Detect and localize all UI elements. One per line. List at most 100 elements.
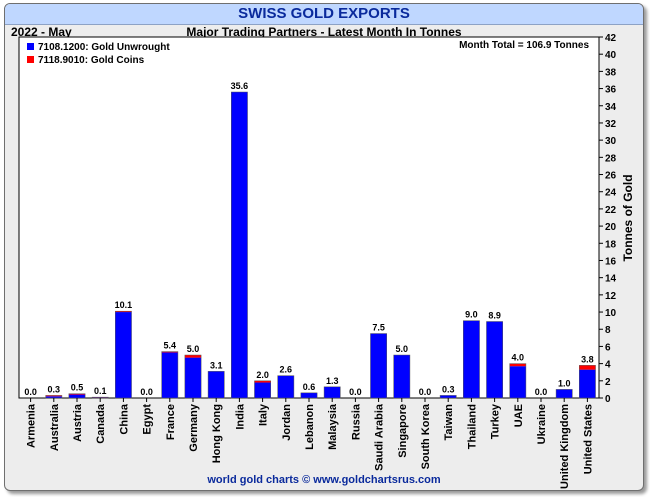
bar-unwrought-germany <box>184 357 202 398</box>
x-category-label: Egypt <box>142 404 154 435</box>
y-tick-label: 8 <box>605 325 611 336</box>
y-tick-label: 12 <box>605 291 617 302</box>
footer-credit: world gold charts © www.goldchartsrus.co… <box>207 474 441 486</box>
y-tick-label: 0 <box>605 394 611 405</box>
bar-value-label: 1.0 <box>558 378 571 388</box>
plot-area <box>18 36 600 399</box>
bar-unwrought-thailand <box>463 320 480 398</box>
bar-unwrought-malaysia <box>324 386 341 398</box>
bar-value-label: 0.0 <box>140 387 153 397</box>
x-category-label: Canada <box>95 403 107 444</box>
x-category-label: South Korea <box>420 403 432 469</box>
y-tick-label: 24 <box>605 188 617 199</box>
bar-value-label: 5.4 <box>164 341 177 351</box>
bar-value-label: 2.6 <box>280 365 293 375</box>
bar-value-label: 3.1 <box>210 360 223 370</box>
y-axis-title: Tonnes of Gold <box>621 174 635 261</box>
bar-coins-austria <box>68 393 86 395</box>
bar-unwrought-italy <box>254 382 271 398</box>
y-tick-label: 2 <box>605 377 611 388</box>
y-tick-label: 28 <box>605 153 617 164</box>
bar-coins-uae <box>509 363 526 367</box>
x-axis: Armenia Australia Austria Canada China Egypt F… <box>26 398 594 489</box>
chart-subtitle: Major Trading Partners - Latest Month In… <box>186 25 462 39</box>
y-tick-label: 34 <box>605 102 617 113</box>
y-tick-label: 38 <box>605 67 617 78</box>
legend-swatch-coins <box>27 56 34 63</box>
bar-unwrought-uae <box>509 366 526 398</box>
x-category-label: UAE <box>513 404 525 427</box>
y-tick-label: 36 <box>605 85 617 96</box>
bar-unwrought-saudi-arabia <box>370 333 387 398</box>
bar-coins-china <box>115 311 132 313</box>
bar-unwrought-united-states <box>579 369 596 398</box>
bar-unwrought-austria <box>68 394 86 398</box>
period-label: 2022 - May <box>11 25 72 39</box>
bar-value-label: 3.8 <box>581 354 594 364</box>
bar-value-label: 7.5 <box>372 323 385 333</box>
bar-value-label: 0.1 <box>94 386 107 396</box>
x-category-label: United States <box>582 404 594 474</box>
bar-unwrought-turkey <box>486 321 503 398</box>
month-total-annotation: Month Total = 106.9 Tonnes <box>459 40 589 51</box>
bar-coins-united-states <box>579 365 596 370</box>
bar-value-label: 9.0 <box>465 310 478 320</box>
bar-value-label: 0.0 <box>349 387 362 397</box>
x-category-label: Austria <box>72 403 84 442</box>
x-category-label: Germany <box>188 403 200 452</box>
y-tick-label: 26 <box>605 171 617 182</box>
x-category-label: Saudi Arabia <box>374 403 386 471</box>
bar-unwrought-jordan <box>277 375 294 398</box>
legend: 7108.1200: Gold Unwrought 7118.9010: Gol… <box>27 42 170 66</box>
y-tick-label: 4 <box>605 360 611 371</box>
y-tick-label: 42 <box>605 33 617 44</box>
bar-value-label: 0.5 <box>71 383 84 393</box>
legend-label-unwrought: 7108.1200: Gold Unwrought <box>38 42 170 53</box>
y-tick-label: 20 <box>605 222 617 233</box>
y-tick-label: 18 <box>605 239 617 250</box>
bar-unwrought-france <box>161 352 178 398</box>
bar-value-label: 10.1 <box>115 300 133 310</box>
bar-value-label: 0.0 <box>24 387 37 397</box>
y-tick-label: 14 <box>605 274 617 285</box>
x-category-label: France <box>165 404 177 440</box>
bar-value-label: 8.9 <box>488 311 501 321</box>
y-tick-label: 30 <box>605 136 617 147</box>
bar-coins-germany <box>184 355 202 358</box>
bar-coins-france <box>161 351 178 353</box>
x-category-label: Armenia <box>26 403 38 448</box>
bar-value-label: 5.0 <box>187 344 200 354</box>
bar-unwrought-singapore <box>393 355 410 398</box>
bar-value-label: 5.0 <box>396 344 409 354</box>
bar-unwrought-lebanon <box>300 392 318 398</box>
x-category-label: Hong Kong <box>211 404 223 463</box>
y-tick-label: 32 <box>605 119 617 130</box>
y-tick-label: 10 <box>605 308 617 319</box>
legend-label-coins: 7118.9010: Gold Coins <box>38 55 145 66</box>
y-tick-label: 40 <box>605 50 617 61</box>
x-category-label: Taiwan <box>443 404 455 441</box>
x-category-label: Ukraine <box>536 404 548 444</box>
bar-value-label: 0.6 <box>303 382 316 392</box>
bar-coins-italy <box>254 380 271 383</box>
bar-unwrought-china <box>115 312 132 398</box>
bar-unwrought-taiwan <box>440 395 457 398</box>
bar-value-label: 35.6 <box>231 81 249 91</box>
bar-value-label: 0.3 <box>442 384 455 394</box>
x-category-label: Thailand <box>466 404 478 449</box>
x-category-label: Russia <box>350 403 362 440</box>
x-category-label: India <box>234 403 246 430</box>
y-tick-label: 16 <box>605 256 617 267</box>
bar-unwrought-hong-kong <box>208 371 225 398</box>
y-tick-label: 22 <box>605 205 617 216</box>
x-category-label: Italy <box>258 403 270 426</box>
bar-value-label: 0.0 <box>419 387 432 397</box>
x-category-label: Singapore <box>397 404 409 458</box>
bar-value-label: 2.0 <box>256 370 269 380</box>
bar-unwrought-india <box>231 92 248 398</box>
x-category-label: Lebanon <box>304 404 316 450</box>
bar-value-label: 4.0 <box>512 353 525 363</box>
x-category-label: Jordan <box>281 404 293 441</box>
